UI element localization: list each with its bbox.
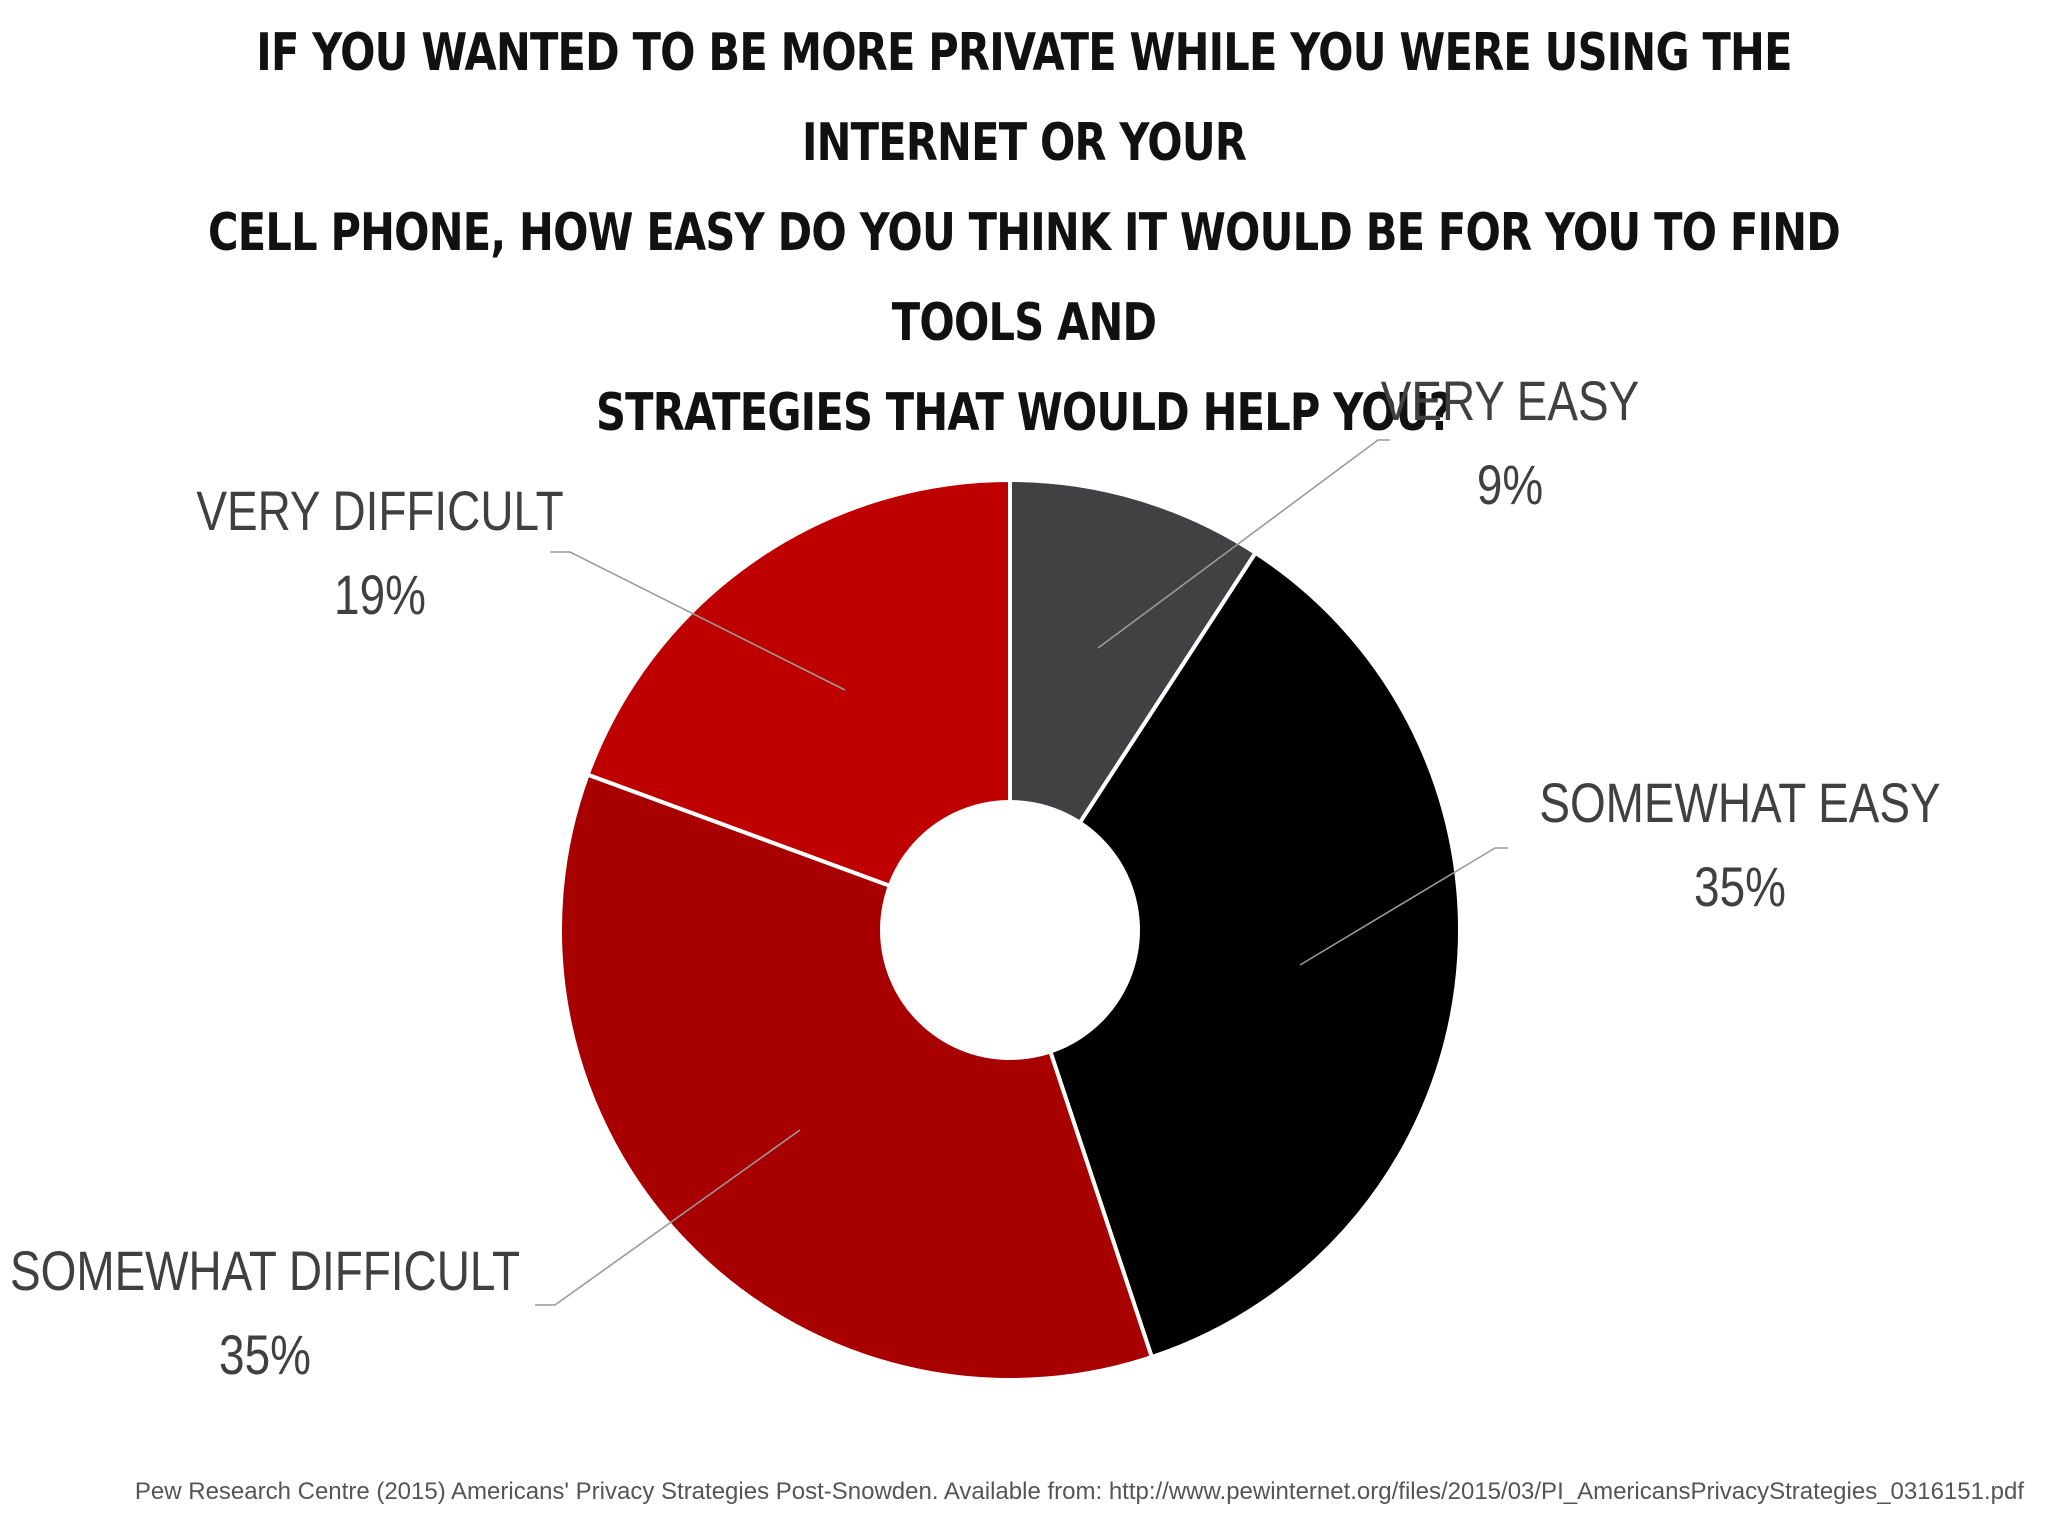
slice-somewhat-difficult [558,772,1155,1382]
slice-label-very-difficult: VERY DIFFICULT [196,480,563,542]
leader-line-very-difficult [550,551,846,691]
source-citation: Pew Research Centre (2015) Americans' Pr… [134,1478,2024,1505]
leader-line-somewhat-easy [1299,847,1508,966]
chart-title: IF YOU WANTED TO BE MORE PRIVATE WHILE Y… [0,8,2048,458]
leader-line-somewhat-difficult [535,1129,801,1306]
slice-very-difficult [585,477,1012,933]
slice-somewhat-easy [1007,550,1462,1360]
slice-label-very-easy: VERY EASY [1381,370,1640,432]
slice-value-very-easy: 9% [1477,454,1543,516]
donut-hole [880,800,1140,1060]
slice-label-somewhat-difficult: SOMEWHAT DIFFICULT [10,1240,520,1302]
slice-value-very-difficult: 19% [334,564,426,626]
slice-label-somewhat-easy: SOMEWHAT EASY [1539,772,1940,834]
chart-title-line-1: IF YOU WANTED TO BE MORE PRIVATE WHILE Y… [256,23,1792,173]
leader-line-very-easy [1097,439,1390,649]
slice-value-somewhat-difficult: 35% [219,1324,311,1386]
chart-title-line-2: CELL PHONE, HOW EASY DO YOU THINK IT WOU… [208,203,1841,353]
chart-title-line-3: STRATEGIES THAT WOULD HELP YOU? [595,383,1453,443]
leader-lines [535,439,1508,1306]
slice-value-somewhat-easy: 35% [1694,856,1786,918]
slice-labels: VERY EASY 9% SOMEWHAT EASY 35% SOMEWHAT DIFF… [10,370,1941,1386]
